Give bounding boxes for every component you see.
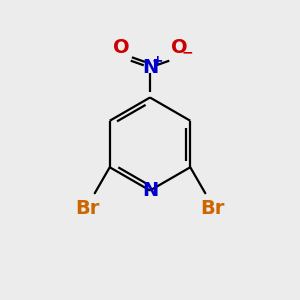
Text: N: N (142, 181, 158, 200)
Text: O: O (112, 38, 129, 57)
Text: N: N (142, 58, 158, 77)
Text: O: O (171, 38, 188, 57)
Text: Br: Br (201, 199, 225, 218)
Text: +: + (152, 54, 163, 68)
Text: Br: Br (75, 199, 99, 218)
Text: −: − (181, 45, 193, 59)
